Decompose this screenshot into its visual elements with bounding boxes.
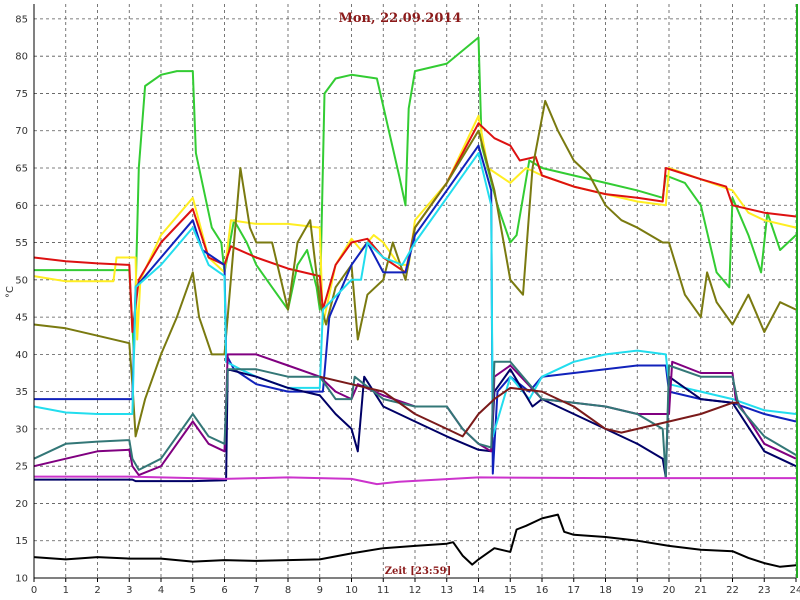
series-line-1 [33, 114, 797, 341]
y-tick-label: 20 [15, 499, 28, 510]
x-tick-label: 20 [663, 585, 676, 596]
x-tick-label: 2 [94, 585, 100, 596]
series-line-4 [34, 144, 797, 475]
x-tick-label: 18 [599, 585, 612, 596]
y-axis-label: °C [5, 286, 16, 298]
y-tick-label: 70 [15, 126, 28, 137]
y-tick-label: 10 [15, 574, 28, 585]
x-tick-label: 6 [221, 585, 227, 596]
x-tick-label: 5 [190, 585, 196, 596]
x-tick-label: 22 [726, 585, 739, 596]
series-line-2 [33, 122, 797, 333]
y-tick-label: 80 [15, 52, 28, 63]
y-tick-label: 75 [15, 89, 28, 100]
y-tick-label: 85 [15, 14, 28, 25]
y-tick-label: 30 [15, 424, 28, 435]
x-tick-label: 1 [63, 585, 69, 596]
y-tick-label: 50 [15, 275, 28, 286]
x-tick-label: 24 [790, 585, 800, 596]
x-tick-label: 16 [536, 585, 549, 596]
x-tick-label: 9 [317, 585, 323, 596]
series-line-3 [33, 99, 797, 438]
series-line-5 [33, 152, 797, 438]
x-tick-label: 4 [158, 585, 164, 596]
x-tick-label: 23 [758, 585, 771, 596]
x-tick-label: 0 [31, 585, 37, 596]
series-line-7 [33, 353, 797, 477]
x-tick-label: 17 [567, 585, 580, 596]
x-tick-label: 15 [504, 585, 517, 596]
y-tick-label: 40 [15, 350, 28, 361]
x-tick-label: 14 [472, 585, 485, 596]
y-tick-label: 25 [15, 462, 28, 473]
x-tick-label: 11 [377, 585, 390, 596]
series-line-10 [34, 475, 796, 486]
time-marker-label: Zeit [23:59] [385, 566, 452, 577]
y-tick-label: 60 [15, 201, 28, 212]
series-group [33, 36, 797, 568]
y-tick-label: 65 [15, 164, 28, 175]
x-tick-label: 8 [285, 585, 291, 596]
y-tick-label: 15 [15, 536, 28, 547]
series-line-11 [33, 513, 797, 568]
y-tick-label: 35 [15, 387, 28, 398]
x-tick-label: 19 [631, 585, 644, 596]
y-tick-label: 45 [15, 313, 28, 324]
series-line-0 [34, 36, 797, 356]
x-tick-label: 21 [694, 585, 707, 596]
x-tick-label: 13 [440, 585, 453, 596]
axes: 0 1 2 3 4 5 6 7 8 9 10 11 12 13 14 15 16 17 18 19 20 21 22 23 24… [15, 4, 800, 596]
x-tick-label: 12 [409, 585, 422, 596]
x-tick-label: 10 [345, 585, 358, 596]
chart-title: Mon, 22.09.2014 [339, 11, 462, 26]
x-tick-label: 7 [253, 585, 259, 596]
x-tick-label: 3 [126, 585, 132, 596]
y-tick-label: 55 [15, 238, 28, 249]
series-line-9 [319, 375, 739, 438]
